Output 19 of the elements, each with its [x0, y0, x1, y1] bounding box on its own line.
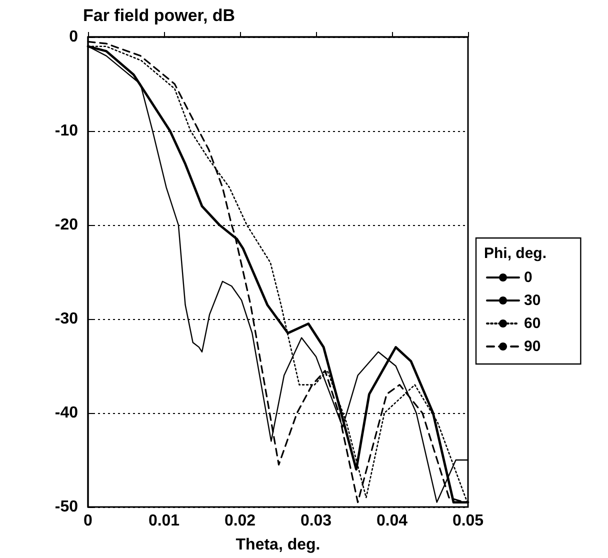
x-tick-label: 0	[84, 512, 93, 530]
x-axis-title: Theta, deg.	[236, 536, 320, 554]
y-tick-label: -30	[54, 310, 78, 328]
legend-label: 60	[524, 315, 541, 332]
y-tick-label: -20	[54, 216, 78, 234]
x-tick-label: 0.01	[148, 512, 180, 530]
y-tick-label: -40	[54, 404, 78, 422]
chart-title: Far field power, dB	[83, 6, 236, 25]
legend-title: Phi, deg.	[484, 245, 547, 262]
legend-label: 90	[524, 338, 541, 355]
y-tick-label: -10	[54, 122, 78, 140]
x-tick-label: 0.04	[376, 512, 408, 530]
y-tick-label: -50	[54, 498, 78, 516]
x-tick-label: 0.05	[452, 512, 484, 530]
x-tick-label: 0.03	[300, 512, 332, 530]
legend-label: 0	[524, 269, 532, 286]
legend-label: 30	[524, 292, 541, 309]
y-tick-label: 0	[69, 28, 78, 46]
x-tick-label: 0.02	[224, 512, 256, 530]
